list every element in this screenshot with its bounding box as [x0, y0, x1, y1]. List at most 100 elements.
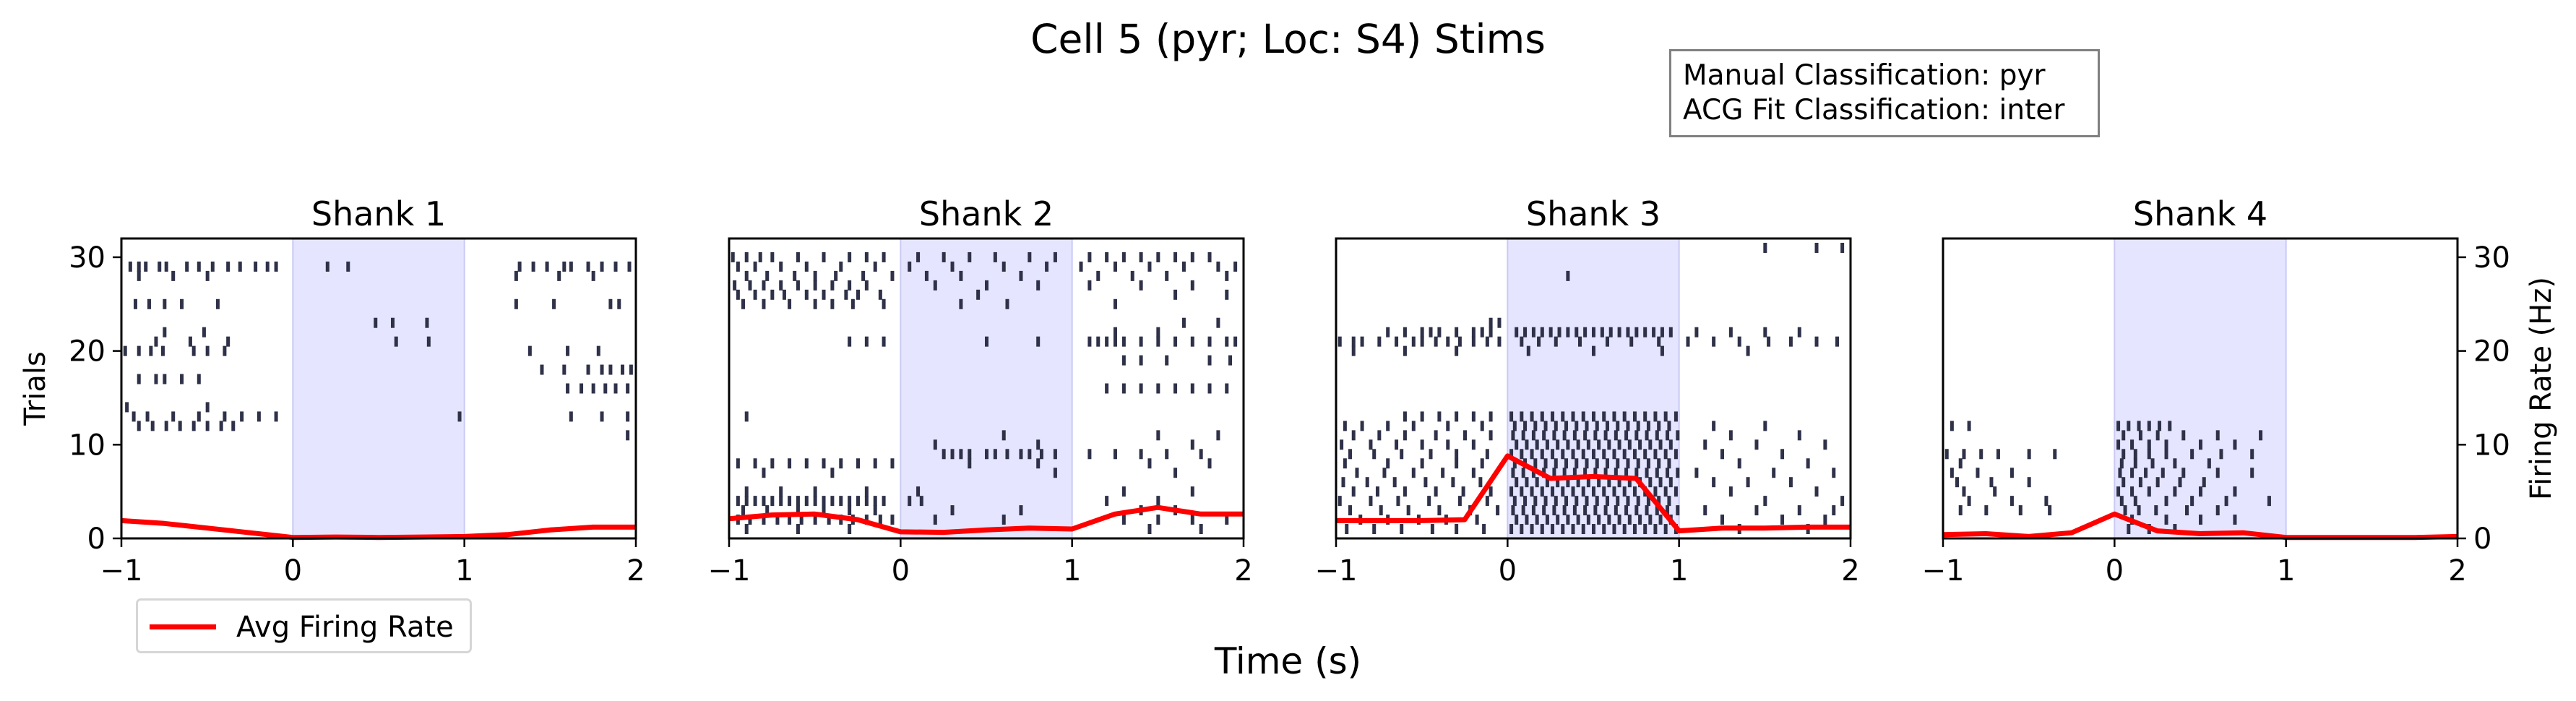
spike-tick: [804, 458, 809, 469]
spike-tick: [171, 270, 176, 281]
spike-tick: [608, 298, 613, 309]
spike-tick: [1592, 411, 1595, 422]
spike-tick: [1823, 439, 1827, 450]
spike-tick: [1581, 449, 1585, 460]
spike-tick: [1156, 430, 1160, 441]
spike-tick: [1746, 345, 1750, 356]
legend-label: Avg Firing Rate: [236, 611, 454, 644]
spike-tick: [2133, 458, 2137, 469]
spike-tick: [569, 411, 573, 422]
spike-tick: [1622, 524, 1627, 535]
spike-tick: [2138, 477, 2142, 488]
spike-tick: [566, 383, 570, 394]
spike-tick: [1806, 458, 1810, 469]
spike-tick: [1420, 458, 1424, 469]
spike-tick: [531, 261, 535, 272]
spike-tick: [839, 496, 843, 507]
spike-tick: [736, 458, 740, 469]
spike-tick: [1562, 505, 1567, 516]
spike-tick: [566, 345, 570, 356]
spike-tick: [1823, 515, 1827, 525]
spike-tick: [1627, 477, 1632, 488]
spike-tick: [1531, 430, 1535, 441]
spike-tick: [804, 261, 809, 272]
spike-tick: [1348, 449, 1352, 460]
spike-tick: [1668, 439, 1673, 450]
spike-tick: [2130, 486, 2135, 497]
spike-tick: [1216, 430, 1220, 441]
spike-tick: [1571, 524, 1575, 535]
spike-tick: [950, 261, 955, 272]
spike-tick: [2173, 486, 2177, 497]
spike-tick: [1572, 505, 1577, 516]
spike-tick: [804, 496, 809, 507]
spike-tick: [1614, 505, 1618, 516]
spike-tick: [144, 261, 148, 272]
spike-tick: [596, 345, 600, 356]
spike-tick: [1121, 515, 1126, 525]
spike-tick: [1434, 430, 1438, 441]
spike-tick: [1130, 270, 1134, 281]
spike-tick: [968, 251, 972, 262]
spike-tick: [205, 421, 210, 431]
spike-tick: [890, 515, 895, 525]
spike-tick: [1121, 383, 1126, 394]
spike-tick: [1624, 505, 1629, 516]
spike-tick: [1593, 468, 1598, 478]
spike-tick: [226, 261, 231, 272]
spike-tick: [1557, 327, 1561, 337]
spike-tick: [796, 251, 800, 262]
spike-tick: [1461, 486, 1465, 497]
spike-tick: [822, 496, 826, 507]
spike-tick: [1480, 327, 1484, 337]
spike-tick: [1984, 505, 1989, 516]
spike-tick: [1540, 524, 1544, 535]
spike-tick: [1521, 430, 1525, 441]
spike-tick: [1156, 383, 1160, 394]
spike-tick: [1455, 524, 1459, 535]
spike-tick: [1365, 477, 1369, 488]
spike-tick: [1605, 336, 1609, 347]
spike-tick: [1657, 496, 1661, 507]
spike-tick: [748, 280, 752, 291]
spike-tick: [1746, 477, 1750, 488]
spike-tick: [1592, 486, 1595, 497]
spike-tick: [916, 486, 921, 497]
spike-tick: [1653, 486, 1658, 497]
spike-tick: [1643, 449, 1647, 460]
spike-tick: [205, 270, 210, 281]
spike-tick: [1814, 242, 1819, 253]
spike-tick: [2207, 458, 2211, 469]
spike-tick: [762, 496, 766, 507]
spike-tick: [1207, 383, 1212, 394]
spike-tick: [2199, 515, 2202, 525]
spike-tick: [1411, 468, 1416, 478]
spike-tick: [150, 421, 155, 431]
legend: Avg Firing Rate: [136, 598, 472, 653]
spike-tick: [1566, 515, 1570, 525]
spike-tick: [1552, 430, 1556, 441]
spike-tick: [1967, 421, 1971, 431]
spike-tick: [1121, 251, 1126, 262]
spike-tick: [1420, 336, 1424, 347]
spike-tick: [762, 298, 766, 309]
spike-tick: [864, 496, 869, 507]
spike-tick: [1533, 458, 1538, 469]
y2-tick-label: 10: [2473, 429, 2510, 462]
spike-tick: [1548, 327, 1553, 337]
spike-tick: [788, 515, 792, 525]
classification-box: Manual Classification: pyr ACG Fit Class…: [1669, 49, 2100, 137]
spike-tick: [933, 280, 937, 291]
spike-tick: [1676, 468, 1680, 478]
spike-tick: [822, 458, 826, 469]
spike-tick: [545, 261, 549, 272]
spike-tick: [762, 515, 766, 525]
spike-tick: [202, 327, 206, 337]
spike-tick: [1754, 505, 1759, 516]
spike-tick: [205, 402, 210, 413]
spike-tick: [1667, 421, 1671, 431]
spike-tick: [848, 524, 852, 535]
spike-tick: [1660, 327, 1664, 337]
spike-tick: [1832, 468, 1836, 478]
spike-tick: [1832, 505, 1836, 516]
